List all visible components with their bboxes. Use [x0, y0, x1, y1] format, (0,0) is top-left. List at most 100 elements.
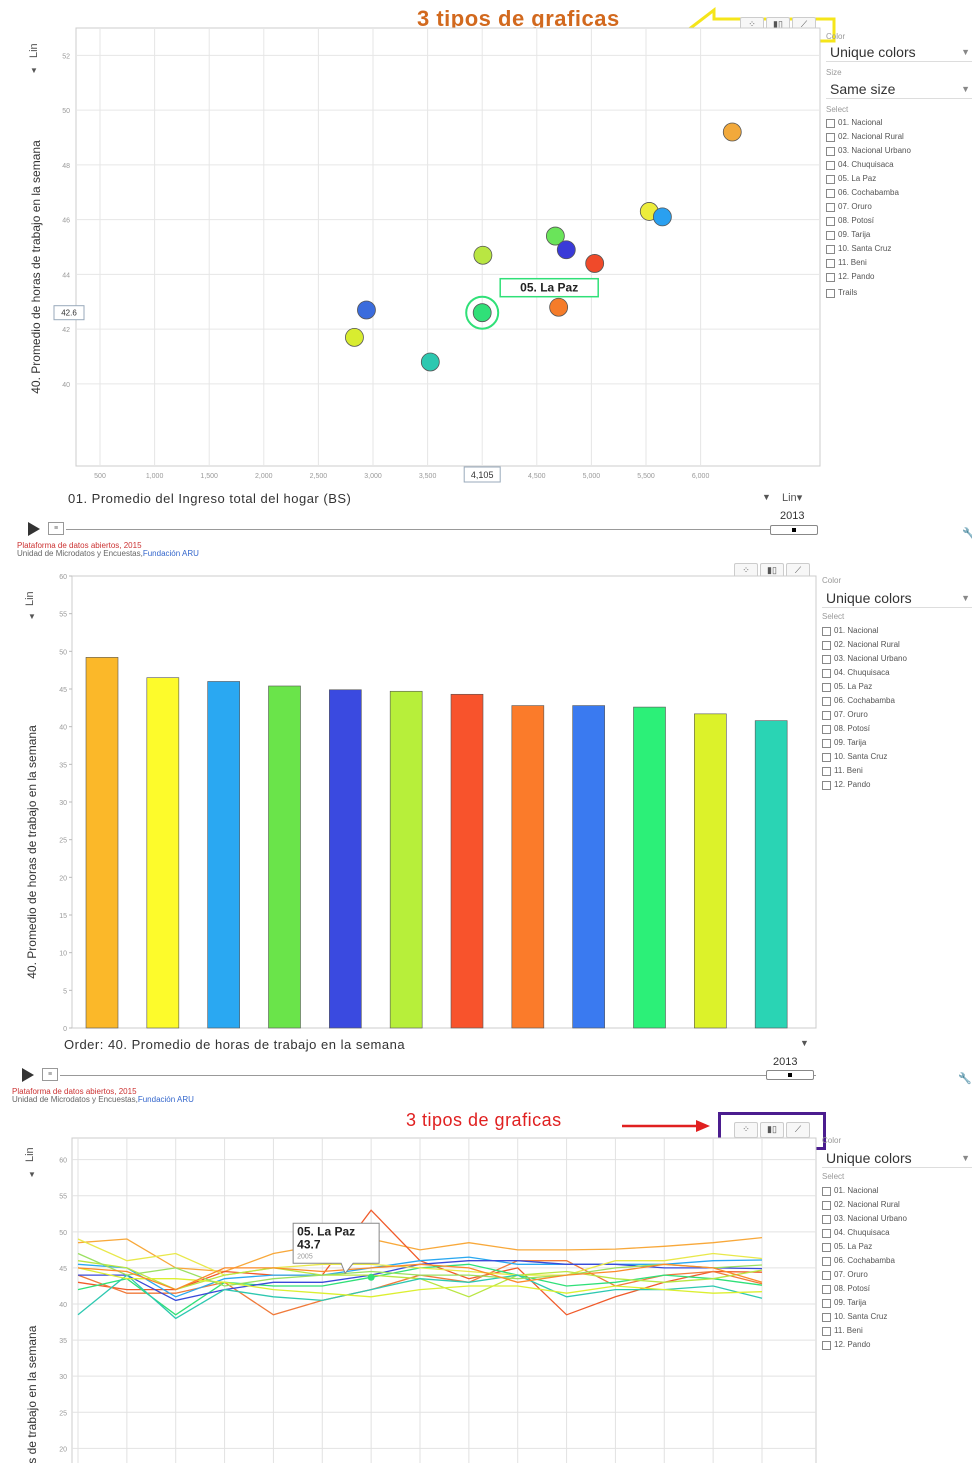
- scatter-point[interactable]: [722, 122, 742, 142]
- y-scale-arrow-2[interactable]: ▼: [28, 612, 36, 621]
- bar[interactable]: [207, 681, 240, 1029]
- timeline-track-1[interactable]: [66, 529, 818, 530]
- entity-row[interactable]: 10. Santa Cruz: [822, 750, 907, 764]
- color-dropdown-3[interactable]: Unique colors ▼: [822, 1148, 972, 1168]
- entity-checkbox[interactable]: [822, 654, 831, 664]
- order-dropdown-arrow[interactable]: ▼: [800, 1038, 809, 1048]
- entity-checkbox[interactable]: [826, 188, 835, 198]
- speed-icon[interactable]: ≡: [48, 522, 64, 535]
- entity-checkbox[interactable]: [822, 724, 831, 734]
- entity-row[interactable]: 10. Santa Cruz: [826, 242, 911, 256]
- entity-checkbox[interactable]: [822, 640, 831, 650]
- entity-row[interactable]: 04. Chuquisaca: [822, 666, 907, 680]
- entity-row[interactable]: 09. Tarija: [822, 1296, 907, 1310]
- wrench-icon[interactable]: 🔧: [962, 528, 972, 540]
- entity-row[interactable]: 07. Oruro: [822, 1268, 907, 1282]
- entity-checkbox[interactable]: [822, 696, 831, 706]
- entity-checkbox[interactable]: [822, 668, 831, 678]
- entity-checkbox[interactable]: [822, 780, 831, 790]
- bar[interactable]: [450, 693, 484, 1029]
- entity-row[interactable]: 03. Nacional Urbano: [822, 652, 907, 666]
- entity-checkbox[interactable]: [822, 1312, 831, 1322]
- entity-row[interactable]: 12. Pando: [822, 778, 907, 792]
- entity-row[interactable]: 10. Santa Cruz: [822, 1310, 907, 1324]
- entity-row[interactable]: 02. Nacional Rural: [822, 638, 907, 652]
- entity-row[interactable]: 12. Pando: [822, 1338, 907, 1352]
- series-line[interactable]: [77, 1263, 763, 1291]
- series-line[interactable]: [77, 1256, 763, 1298]
- entity-row[interactable]: 05. La Paz: [822, 1240, 907, 1254]
- entity-row[interactable]: 06. Cochabamba: [822, 1254, 907, 1268]
- entity-checkbox[interactable]: [826, 258, 835, 268]
- scatter-point[interactable]: [357, 300, 376, 320]
- entity-checkbox[interactable]: [826, 132, 835, 142]
- entity-row[interactable]: 11. Beni: [822, 764, 907, 778]
- entity-row[interactable]: 12. Pando: [826, 270, 911, 284]
- series-line[interactable]: [77, 1252, 763, 1287]
- scatter-point[interactable]: [545, 226, 565, 246]
- bar[interactable]: [146, 677, 180, 1029]
- entity-checkbox[interactable]: [822, 1284, 831, 1294]
- entity-checkbox[interactable]: [822, 710, 831, 720]
- entity-checkbox[interactable]: [822, 1326, 831, 1336]
- timeline-track-2[interactable]: [60, 1075, 816, 1076]
- entity-row[interactable]: 03. Nacional Urbano: [822, 1212, 907, 1226]
- order-selector[interactable]: Order: 40. Promedio de horas de trabajo …: [64, 1037, 406, 1052]
- entity-checkbox[interactable]: [826, 118, 835, 128]
- series-line[interactable]: [77, 1238, 763, 1276]
- play-icon[interactable]: [22, 1068, 34, 1082]
- y-scale-arrow-1[interactable]: ▼: [30, 66, 38, 75]
- entity-row[interactable]: 09. Tarija: [826, 228, 911, 242]
- entity-row[interactable]: 02. Nacional Rural: [822, 1198, 907, 1212]
- entity-row[interactable]: 04. Chuquisaca: [826, 158, 911, 172]
- scatter-point[interactable]: [652, 207, 672, 227]
- entity-checkbox[interactable]: [822, 1298, 831, 1308]
- x-axis-dropdown-arrow[interactable]: ▼: [762, 492, 771, 502]
- series-line[interactable]: [77, 1274, 763, 1320]
- entity-row[interactable]: 03. Nacional Urbano: [826, 144, 911, 158]
- entity-row[interactable]: 05. La Paz: [826, 172, 911, 186]
- bar[interactable]: [85, 657, 119, 1029]
- entity-row[interactable]: 01. Nacional: [822, 1184, 907, 1198]
- year-slider-1[interactable]: [770, 525, 818, 535]
- y-scale-arrow-3[interactable]: ▼: [28, 1170, 36, 1179]
- scatter-point[interactable]: [472, 303, 492, 323]
- bar[interactable]: [754, 720, 788, 1029]
- entity-row[interactable]: 06. Cochabamba: [826, 186, 911, 200]
- entity-row[interactable]: 07. Oruro: [826, 200, 911, 214]
- scatter-point[interactable]: [585, 254, 605, 273]
- entity-checkbox[interactable]: [826, 216, 835, 226]
- entity-checkbox[interactable]: [822, 752, 831, 762]
- entity-checkbox[interactable]: [822, 1228, 831, 1238]
- speed-icon[interactable]: ≡: [42, 1068, 58, 1081]
- bar[interactable]: [389, 690, 423, 1029]
- entity-checkbox[interactable]: [822, 1270, 831, 1280]
- bar[interactable]: [572, 705, 605, 1029]
- aru-link-1[interactable]: Fundación ARU: [142, 549, 199, 558]
- entity-row[interactable]: 08. Potosí: [826, 214, 911, 228]
- entity-row[interactable]: 08. Potosí: [822, 1282, 907, 1296]
- entity-checkbox[interactable]: [822, 626, 831, 636]
- entity-row[interactable]: 04. Chuquisaca: [822, 1226, 907, 1240]
- wrench-icon[interactable]: 🔧: [958, 1073, 972, 1085]
- scatter-point[interactable]: [345, 327, 364, 347]
- year-slider-2[interactable]: [766, 1070, 814, 1080]
- entity-checkbox[interactable]: [826, 272, 835, 282]
- entity-checkbox[interactable]: [826, 244, 835, 254]
- entity-checkbox[interactable]: [826, 146, 835, 156]
- entity-row[interactable]: 06. Cochabamba: [822, 694, 907, 708]
- bar[interactable]: [633, 706, 666, 1029]
- trails-checkbox[interactable]: [826, 288, 835, 298]
- series-line[interactable]: [77, 1267, 763, 1298]
- entity-checkbox[interactable]: [822, 766, 831, 776]
- entity-checkbox[interactable]: [822, 1200, 831, 1210]
- entity-checkbox[interactable]: [822, 1256, 831, 1266]
- entity-checkbox[interactable]: [822, 1242, 831, 1252]
- aru-link-2[interactable]: Fundación ARU: [137, 1095, 194, 1104]
- entity-checkbox[interactable]: [822, 682, 831, 692]
- scatter-point[interactable]: [549, 297, 569, 317]
- scatter-point[interactable]: [473, 245, 493, 265]
- scatter-point[interactable]: [420, 352, 440, 372]
- bar-icon[interactable]: ▮▯: [760, 1122, 784, 1138]
- entity-row[interactable]: 08. Potosí: [822, 722, 907, 736]
